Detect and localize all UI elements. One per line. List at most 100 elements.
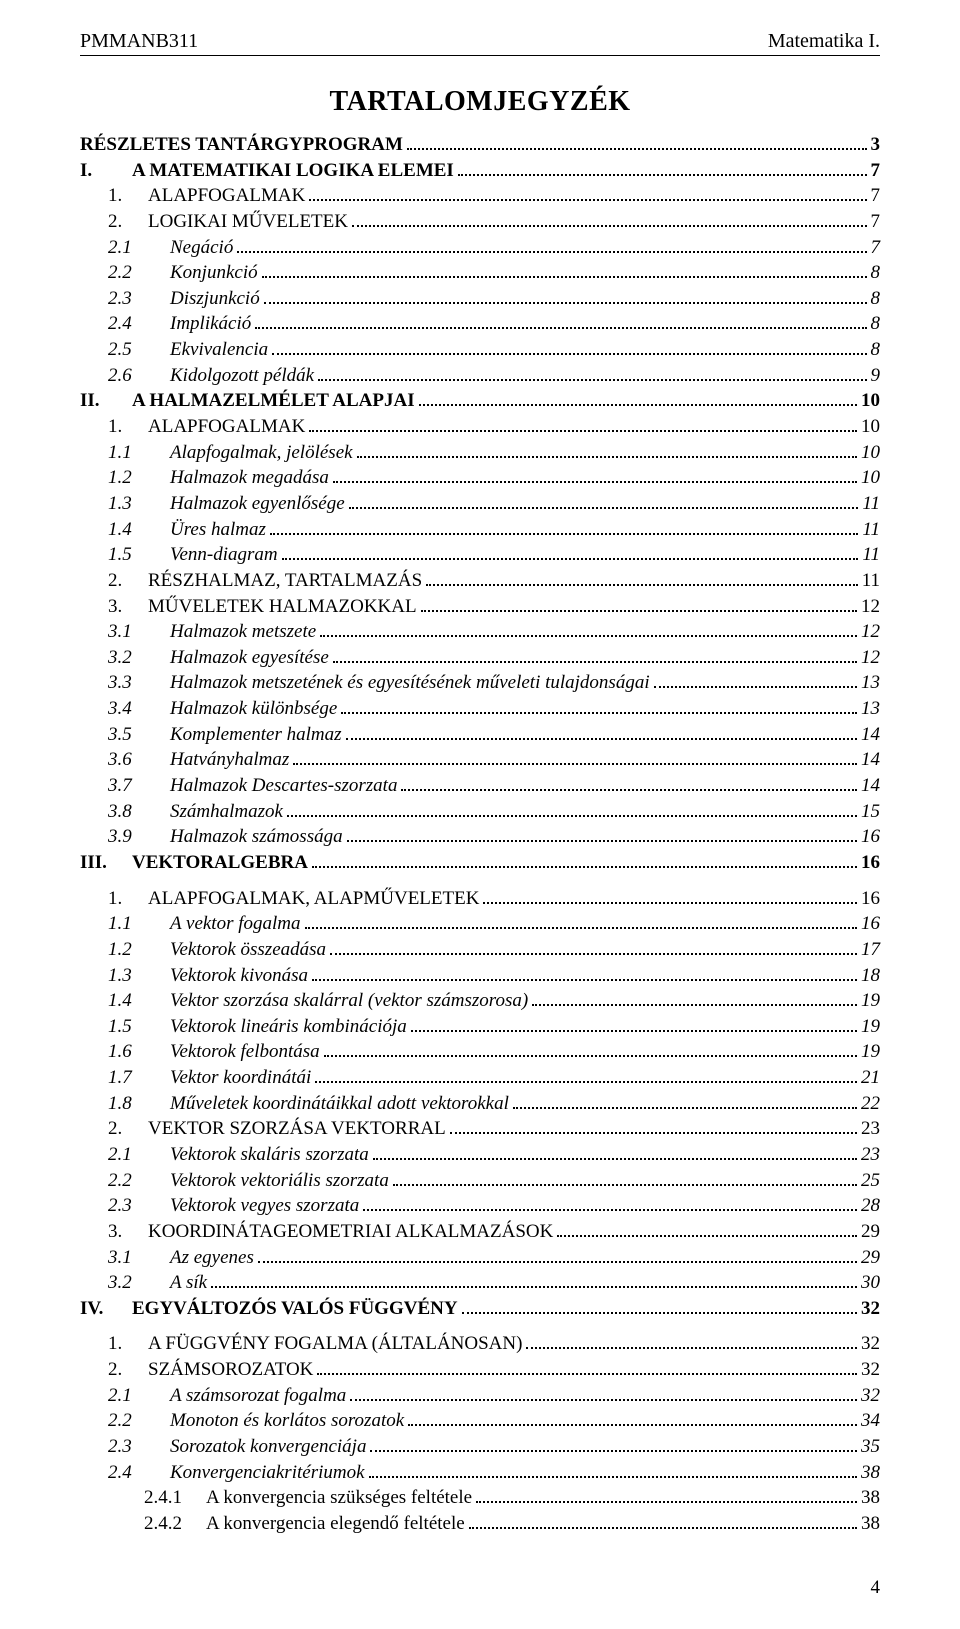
- toc-entry-label: A FÜGGVÉNY FOGALMA (ÁLTALÁNOSAN): [148, 1331, 522, 1357]
- toc-entry-label: Konjunkció: [170, 260, 258, 286]
- toc-entry: 2.4.1A konvergencia szükséges feltétele3…: [144, 1485, 880, 1511]
- toc-entry: I.A MATEMATIKAI LOGIKA ELEMEI7: [80, 158, 880, 184]
- toc-entry-label: Halmazok megadása: [170, 465, 329, 491]
- toc-leader-dots: [419, 389, 857, 406]
- toc-entry-number: 1.: [108, 1331, 148, 1357]
- toc-entry-page: 10: [861, 465, 880, 491]
- toc-entry-number: 1.4: [108, 517, 170, 543]
- toc-entry-number: 2.5: [108, 337, 170, 363]
- toc-entry: 2.1A számsorozat fogalma32: [108, 1383, 880, 1409]
- toc-entry: 1.6Vektorok felbontása19: [108, 1039, 880, 1065]
- toc-leader-dots: [318, 364, 866, 381]
- toc-entry-label: Halmazok különbsége: [170, 696, 337, 722]
- toc-entry-label: Monoton és korlátos sorozatok: [170, 1408, 404, 1434]
- toc-entry-label: Implikáció: [170, 311, 251, 337]
- toc-entry: 3.6Hatványhalmaz14: [108, 747, 880, 773]
- toc-entry-page: 18: [861, 963, 880, 989]
- toc-entry-label: Műveletek koordinátáikkal adott vektorok…: [170, 1091, 509, 1117]
- toc-leader-dots: [373, 1143, 857, 1160]
- toc-entry-label: Vektorok lineáris kombinációja: [170, 1014, 407, 1040]
- toc-entry-number: 1.2: [108, 937, 170, 963]
- toc-entry-page: 9: [871, 363, 881, 389]
- toc-entry-label: A MATEMATIKAI LOGIKA ELEMEI: [132, 158, 454, 184]
- toc-leader-dots: [324, 1040, 857, 1057]
- toc-leader-dots: [363, 1194, 857, 1211]
- toc-leader-dots: [330, 938, 857, 955]
- toc-entry-number: 1.3: [108, 491, 170, 517]
- toc-entry-page: 11: [862, 517, 880, 543]
- toc-entry-page: 10: [861, 440, 880, 466]
- toc-leader-dots: [237, 235, 866, 252]
- toc-entry-page: 38: [861, 1485, 880, 1511]
- toc-entry: 1.2Halmazok megadása10: [108, 465, 880, 491]
- page-number: 4: [80, 1577, 880, 1599]
- toc-entry-label: Negáció: [170, 235, 233, 261]
- toc-entry: 3.4Halmazok különbsége13: [108, 696, 880, 722]
- toc-entry-page: 8: [871, 260, 881, 286]
- toc-entry-page: 12: [861, 619, 880, 645]
- toc-entry-label: EGYVÁLTOZÓS VALÓS FÜGGVÉNY: [132, 1296, 458, 1322]
- toc-entry-label: Kidolgozott példák: [170, 363, 314, 389]
- toc-entry: 1.8Műveletek koordinátáikkal adott vekto…: [108, 1091, 880, 1117]
- toc-entry-label: A HALMAZELMÉLET ALAPJAI: [132, 388, 415, 414]
- toc-entry-number: II.: [80, 388, 132, 414]
- toc-entry: 3.MŰVELETEK HALMAZOKKAL12: [108, 594, 880, 620]
- toc-entry-label: Vektor koordinátái: [170, 1065, 311, 1091]
- toc-leader-dots: [333, 466, 857, 483]
- toc-entry: 2.LOGIKAI MŰVELETEK7: [108, 209, 880, 235]
- toc-entry-page: 32: [861, 1357, 880, 1383]
- toc-leader-dots: [312, 963, 857, 980]
- toc-entry: 2.3Vektorok vegyes szorzata28: [108, 1193, 880, 1219]
- toc-entry: 1.3Vektorok kivonása18: [108, 963, 880, 989]
- toc-entry-label: Számhalmazok: [170, 799, 283, 825]
- toc-entry: 1.5Vektorok lineáris kombinációja19: [108, 1014, 880, 1040]
- toc-entry: II.A HALMAZELMÉLET ALAPJAI10: [80, 388, 880, 414]
- toc-entry: 3.8Számhalmazok15: [108, 799, 880, 825]
- toc-leader-dots: [513, 1092, 857, 1109]
- toc-entry: 3.7Halmazok Descartes-szorzata14: [108, 773, 880, 799]
- toc-entry-label: SZÁMSOROZATOK: [148, 1357, 313, 1383]
- toc-leader-dots: [450, 1117, 857, 1134]
- page-header: PMMANB311 Matematika I.: [80, 30, 880, 56]
- toc-entry-page: 16: [861, 850, 880, 876]
- toc-entry-number: 1.1: [108, 440, 170, 466]
- toc-entry: 1.4Vektor szorzása skalárral (vektor szá…: [108, 988, 880, 1014]
- toc-entry-page: 11: [862, 568, 880, 594]
- toc-leader-dots: [309, 415, 857, 432]
- toc-entry: 2.VEKTOR SZORZÁSA VEKTORRAL23: [108, 1116, 880, 1142]
- toc-entry: 3.1Az egyenes29: [108, 1245, 880, 1271]
- toc-entry: 1.7Vektor koordinátái21: [108, 1065, 880, 1091]
- toc-entry-label: Halmazok Descartes-szorzata: [170, 773, 397, 799]
- toc-entry-page: 29: [861, 1245, 880, 1271]
- toc-leader-dots: [426, 569, 858, 586]
- toc-leader-dots: [349, 492, 859, 509]
- toc-entry-number: 1.7: [108, 1065, 170, 1091]
- toc-entry-label: RÉSZHALMAZ, TARTALMAZÁS: [148, 568, 422, 594]
- toc-entry-label: LOGIKAI MŰVELETEK: [148, 209, 348, 235]
- toc-leader-dots: [526, 1332, 857, 1349]
- toc-entry-number: 1.5: [108, 1014, 170, 1040]
- toc-entry-page: 7: [871, 158, 881, 184]
- toc-entry-page: 23: [861, 1116, 880, 1142]
- toc-entry-page: 38: [861, 1460, 880, 1486]
- toc-entry-number: 2.1: [108, 235, 170, 261]
- toc-entry-number: 3.5: [108, 722, 170, 748]
- toc-entry-number: 2.1: [108, 1383, 170, 1409]
- toc-entry-page: 35: [861, 1434, 880, 1460]
- toc-entry: 2.2Konjunkció8: [108, 260, 880, 286]
- toc-leader-dots: [357, 441, 857, 458]
- toc-leader-dots: [469, 1512, 857, 1529]
- toc-leader-dots: [401, 774, 857, 791]
- toc-leader-dots: [262, 261, 867, 278]
- toc-leader-dots: [293, 748, 857, 765]
- toc-entry-page: 22: [861, 1091, 880, 1117]
- toc-entry-number: 3.9: [108, 824, 170, 850]
- toc-entry-number: 3.3: [108, 670, 170, 696]
- toc-entry-label: A sík: [170, 1270, 207, 1296]
- toc-leader-dots: [407, 133, 867, 150]
- toc-title: TARTALOMJEGYZÉK: [80, 86, 880, 118]
- toc-leader-dots: [532, 989, 857, 1006]
- toc-entry-number: 2.3: [108, 1193, 170, 1219]
- toc-entry-number: 3.7: [108, 773, 170, 799]
- toc-entry-number: 3.2: [108, 645, 170, 671]
